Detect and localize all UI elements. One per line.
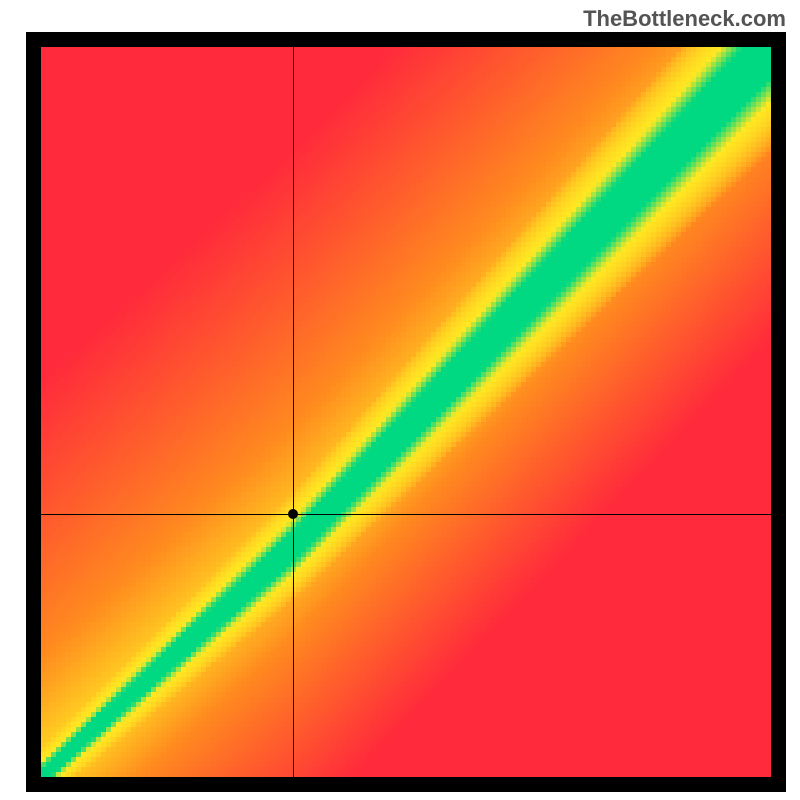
crosshair-vertical: [293, 47, 294, 777]
heatmap-canvas: [41, 47, 771, 777]
watermark-text: TheBottleneck.com: [583, 6, 786, 32]
crosshair-horizontal: [41, 514, 771, 515]
data-point-marker: [288, 509, 298, 519]
